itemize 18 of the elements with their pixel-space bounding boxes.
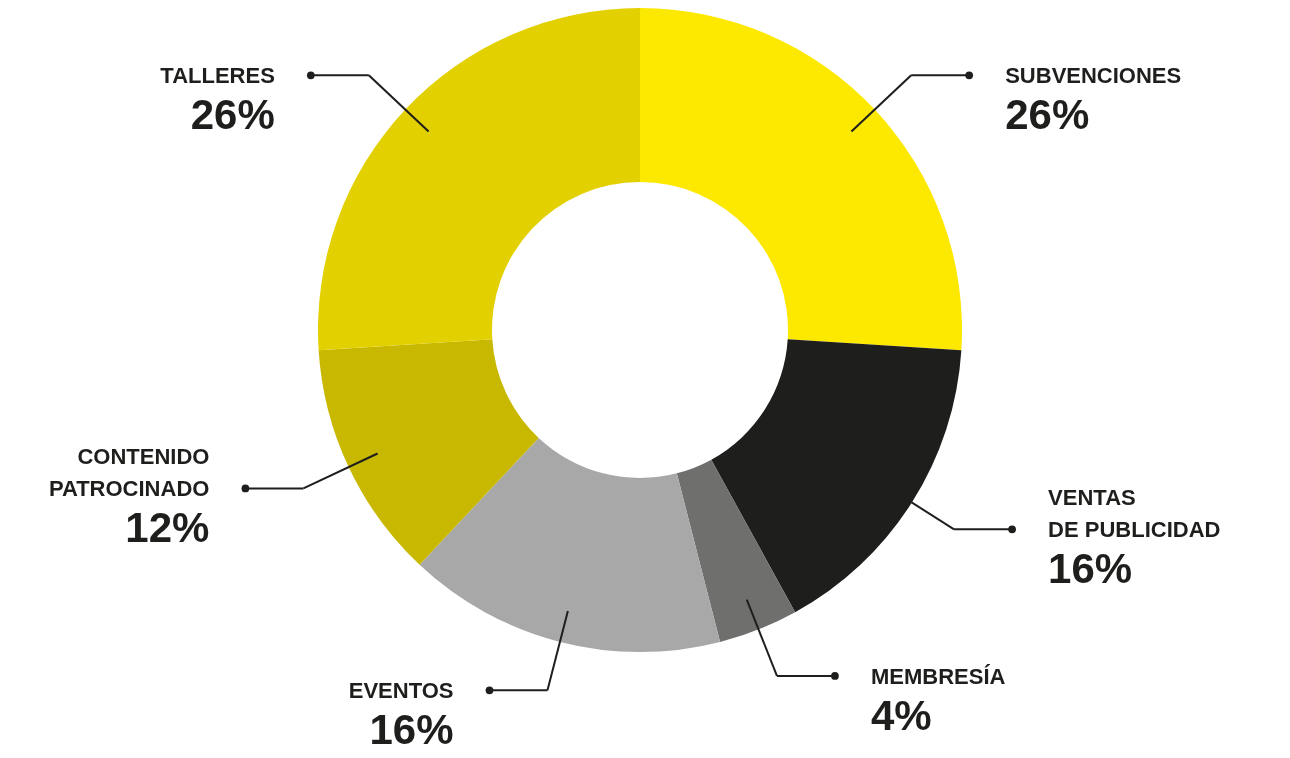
data-label: 4%	[870, 691, 932, 739]
data-label: 16%	[369, 706, 454, 754]
donut-slice	[640, 8, 962, 351]
donut-slice	[318, 8, 640, 351]
donut-slice	[676, 459, 796, 642]
slice-label: TALLERES	[160, 63, 275, 89]
slice-label: EVENTOS	[348, 678, 454, 704]
slice-label: CONTENIDO PATROCINADO	[48, 444, 210, 502]
data-label: 26%	[190, 91, 275, 139]
slice-label: MEMBRESÍA	[870, 663, 1006, 689]
data-label: 12%	[125, 504, 210, 552]
data-label: 26%	[1005, 91, 1090, 139]
donut-slice	[419, 437, 721, 652]
donut-slice	[711, 339, 962, 613]
slice-label: VENTAS DE PUBLICIDAD	[1048, 485, 1221, 543]
slice-label: SUBVENCIONES	[1005, 63, 1182, 89]
data-label: 16%	[1048, 545, 1133, 593]
donut-slice	[318, 339, 539, 565]
